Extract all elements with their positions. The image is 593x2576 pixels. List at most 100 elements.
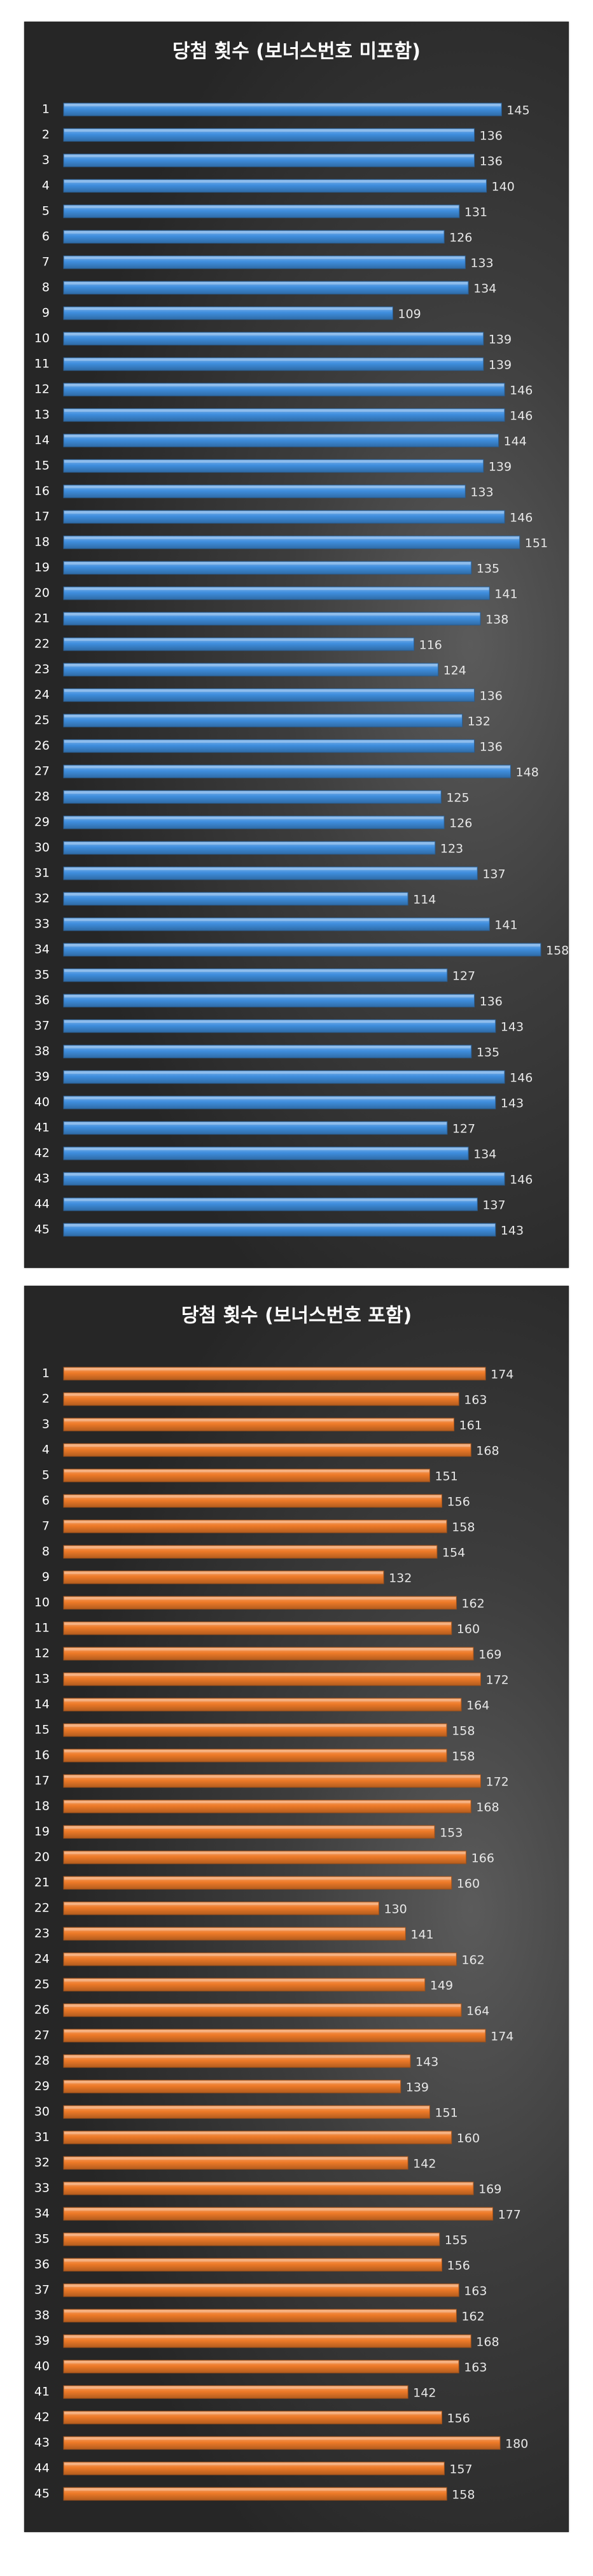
category-label-without-bonus-2: 2: [42, 128, 50, 142]
bar-highlight-with-bonus-22: [64, 1903, 379, 1905]
category-label-without-bonus-45: 45: [34, 1223, 50, 1237]
value-label-with-bonus-9: 132: [389, 1572, 412, 1586]
value-label-with-bonus-32: 142: [413, 2157, 436, 2171]
bar-highlight-without-bonus-27: [64, 766, 510, 768]
category-label-without-bonus-11: 11: [34, 357, 50, 371]
value-label-with-bonus-2: 163: [464, 1393, 487, 1407]
value-label-with-bonus-45: 158: [452, 2488, 475, 2502]
value-label-without-bonus-12: 146: [510, 384, 533, 398]
bar-highlight-with-bonus-33: [64, 2183, 473, 2185]
bar-highlight-with-bonus-1: [64, 1368, 485, 1370]
bar-highlight-with-bonus-9: [64, 1572, 384, 1574]
category-label-without-bonus-20: 20: [34, 586, 50, 600]
category-label-with-bonus-10: 10: [34, 1596, 50, 1610]
bar-highlight-without-bonus-23: [64, 664, 438, 666]
category-label-without-bonus-32: 32: [34, 892, 50, 906]
category-label-with-bonus-28: 28: [34, 2054, 50, 2068]
value-label-with-bonus-13: 172: [486, 1673, 509, 1687]
bar-highlight-with-bonus-16: [64, 1750, 447, 1752]
value-label-without-bonus-44: 137: [482, 1199, 505, 1213]
category-label-without-bonus-23: 23: [34, 663, 50, 677]
bar-highlight-without-bonus-17: [64, 511, 505, 514]
value-label-with-bonus-11: 160: [457, 1622, 480, 1636]
category-label-with-bonus-13: 13: [34, 1672, 50, 1686]
category-label-without-bonus-7: 7: [42, 255, 50, 269]
bar-highlight-with-bonus-36: [64, 2259, 442, 2262]
value-label-with-bonus-34: 177: [498, 2208, 521, 2222]
category-label-with-bonus-12: 12: [34, 1647, 50, 1661]
bar-highlight-with-bonus-25: [64, 1979, 424, 1981]
category-label-without-bonus-12: 12: [34, 383, 50, 397]
category-label-without-bonus-13: 13: [34, 408, 50, 422]
category-label-with-bonus-24: 24: [34, 1952, 50, 1966]
value-label-without-bonus-19: 135: [477, 562, 499, 576]
category-label-with-bonus-44: 44: [34, 2461, 50, 2475]
bar-highlight-with-bonus-12: [64, 1648, 473, 1650]
bar-highlight-with-bonus-39: [64, 2335, 471, 2338]
bar-highlight-without-bonus-34: [64, 944, 540, 947]
value-label-with-bonus-19: 153: [440, 1826, 463, 1840]
value-label-without-bonus-36: 136: [480, 995, 503, 1009]
chart-panel-without-bonus: 당첨 횟수 (보너스번호 미포함) 1 145 2 136 3 136 4 140 5 131 6 12…: [24, 22, 569, 1268]
category-label-with-bonus-7: 7: [42, 1519, 50, 1533]
value-label-with-bonus-38: 162: [461, 2310, 484, 2324]
bar-highlight-without-bonus-11: [64, 358, 483, 361]
bar-highlight-with-bonus-45: [64, 2488, 447, 2491]
category-label-without-bonus-8: 8: [42, 281, 50, 295]
bar-highlight-without-bonus-16: [64, 486, 465, 488]
category-label-with-bonus-37: 37: [34, 2283, 50, 2297]
category-label-without-bonus-5: 5: [42, 204, 50, 218]
category-label-without-bonus-40: 40: [34, 1095, 50, 1109]
category-label-with-bonus-1: 1: [42, 1367, 50, 1381]
bar-highlight-without-bonus-9: [64, 307, 393, 310]
value-label-with-bonus-4: 168: [476, 1444, 499, 1458]
value-label-without-bonus-25: 132: [468, 715, 491, 729]
bar-highlight-with-bonus-15: [64, 1724, 447, 1727]
value-label-with-bonus-40: 163: [464, 2361, 487, 2375]
category-label-with-bonus-19: 19: [34, 1825, 50, 1839]
value-label-without-bonus-42: 134: [473, 1148, 496, 1162]
category-label-with-bonus-39: 39: [34, 2334, 50, 2348]
category-label-with-bonus-30: 30: [34, 2105, 50, 2119]
category-label-with-bonus-26: 26: [34, 2003, 50, 2017]
bar-highlight-without-bonus-2: [64, 129, 474, 132]
category-label-with-bonus-29: 29: [34, 2080, 50, 2094]
bar-highlight-without-bonus-30: [64, 842, 435, 845]
bar-highlight-without-bonus-5: [64, 206, 459, 208]
value-label-without-bonus-45: 143: [501, 1224, 524, 1238]
bar-highlight-without-bonus-24: [64, 689, 474, 692]
value-label-without-bonus-2: 136: [480, 129, 503, 143]
value-label-without-bonus-29: 126: [449, 817, 472, 831]
value-label-without-bonus-34: 158: [546, 944, 569, 958]
category-label-with-bonus-11: 11: [34, 1621, 50, 1635]
bar-highlight-without-bonus-45: [64, 1224, 495, 1227]
value-label-without-bonus-26: 136: [480, 740, 503, 754]
category-label-with-bonus-8: 8: [42, 1545, 50, 1559]
category-label-without-bonus-22: 22: [34, 637, 50, 651]
bar-highlight-without-bonus-8: [64, 282, 468, 285]
category-label-without-bonus-9: 9: [42, 306, 50, 320]
value-label-with-bonus-20: 166: [471, 1852, 494, 1866]
category-label-with-bonus-23: 23: [34, 1927, 50, 1941]
value-label-without-bonus-35: 127: [452, 969, 475, 983]
value-label-without-bonus-10: 139: [489, 333, 512, 347]
category-label-with-bonus-17: 17: [34, 1774, 50, 1788]
category-label-without-bonus-43: 43: [34, 1172, 50, 1186]
value-label-with-bonus-1: 174: [491, 1368, 513, 1382]
bar-highlight-with-bonus-11: [64, 1622, 451, 1625]
category-label-without-bonus-3: 3: [42, 153, 50, 167]
value-label-with-bonus-18: 168: [476, 1801, 499, 1815]
category-label-without-bonus-6: 6: [42, 230, 50, 244]
bar-highlight-without-bonus-32: [64, 893, 408, 896]
value-label-with-bonus-8: 154: [442, 1546, 465, 1560]
bar-highlight-with-bonus-43: [64, 2437, 499, 2440]
bar-highlight-without-bonus-1: [64, 104, 501, 106]
value-label-with-bonus-29: 139: [406, 2081, 429, 2095]
category-label-without-bonus-15: 15: [34, 459, 50, 473]
category-label-without-bonus-17: 17: [34, 510, 50, 524]
bar-highlight-with-bonus-37: [64, 2284, 459, 2287]
value-label-with-bonus-30: 151: [435, 2106, 457, 2120]
category-label-with-bonus-35: 35: [34, 2232, 50, 2246]
category-label-with-bonus-22: 22: [34, 1901, 50, 1915]
bar-highlight-with-bonus-3: [64, 1419, 454, 1421]
